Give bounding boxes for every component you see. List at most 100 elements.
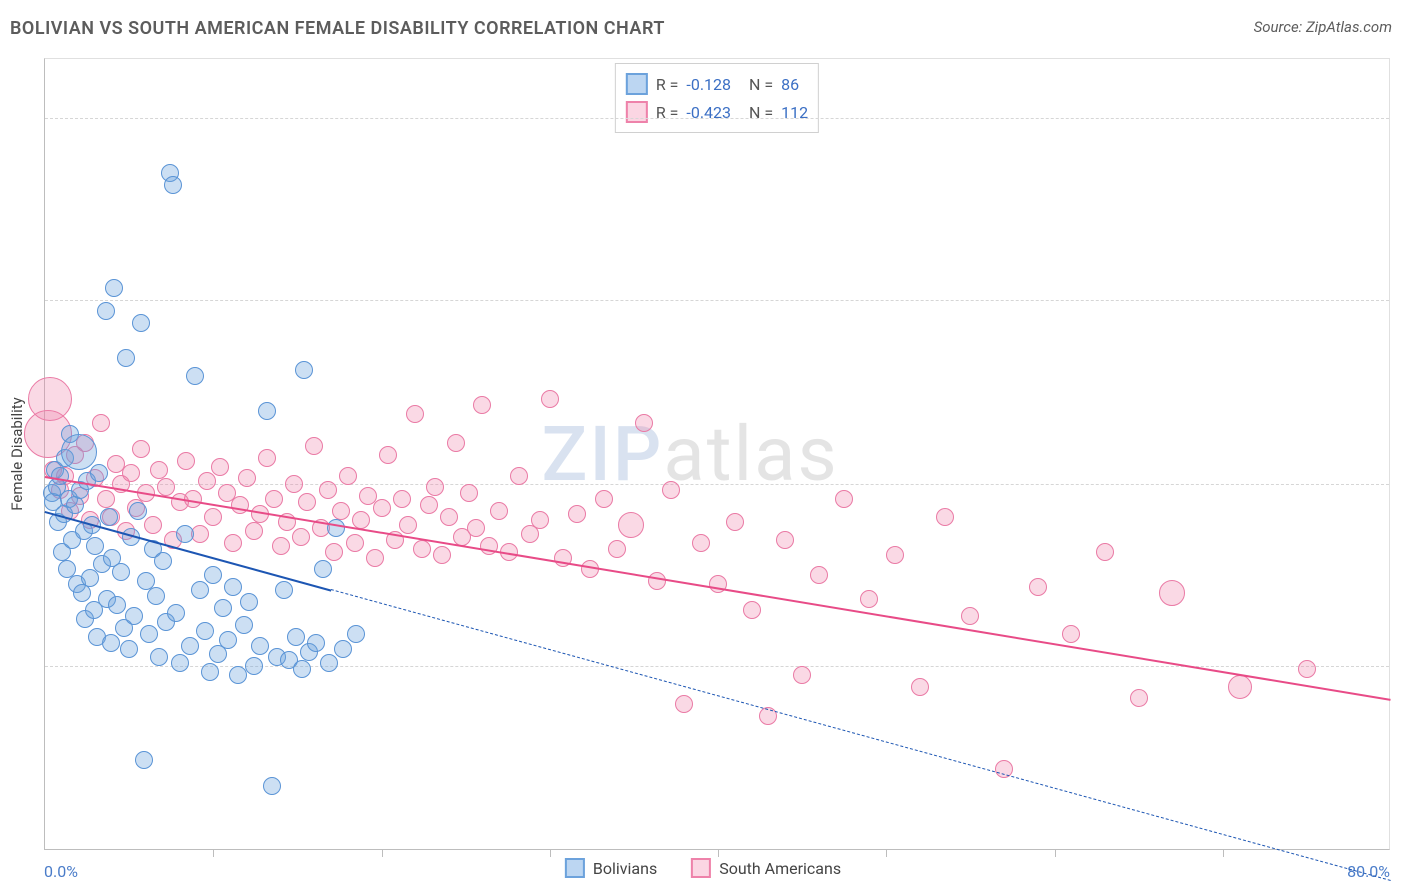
- data-point: [117, 349, 135, 367]
- data-point: [339, 467, 357, 485]
- y-axis-label: Female Disability: [8, 397, 26, 511]
- data-point: [129, 502, 147, 520]
- legend-row: R = -0.423N = 112: [626, 98, 808, 126]
- data-point: [618, 512, 644, 538]
- data-point: [102, 634, 120, 652]
- data-point: [379, 446, 397, 464]
- data-point: [272, 537, 290, 555]
- data-point: [860, 590, 878, 608]
- data-point: [1228, 675, 1252, 699]
- data-point: [186, 367, 204, 385]
- data-point: [608, 540, 626, 558]
- data-point: [399, 516, 417, 534]
- data-point: [28, 377, 72, 421]
- data-point: [219, 631, 237, 649]
- data-point: [81, 569, 99, 587]
- data-point: [347, 625, 365, 643]
- scatter-chart: Female Disability ZIPatlas R = -0.128N =…: [44, 58, 1390, 850]
- data-point: [224, 578, 242, 596]
- data-point: [1029, 578, 1047, 596]
- legend-swatch: [565, 858, 585, 878]
- x-tick: [1055, 849, 1056, 857]
- x-tick: [213, 849, 214, 857]
- data-point: [171, 654, 189, 672]
- series-legend: BoliviansSouth Americans: [565, 858, 841, 878]
- data-point: [1130, 689, 1148, 707]
- x-tick: [886, 849, 887, 857]
- data-point: [961, 607, 979, 625]
- data-point: [92, 414, 110, 432]
- data-point: [132, 314, 150, 332]
- data-point: [150, 461, 168, 479]
- data-point: [743, 601, 761, 619]
- n-stat: N = 86: [749, 75, 799, 94]
- chart-title: BOLIVIAN VS SOUTH AMERICAN FEMALE DISABI…: [10, 18, 665, 39]
- data-point: [426, 478, 444, 496]
- y-tick-label: 12.5%: [1397, 475, 1406, 493]
- y-tick-label: 18.8%: [1397, 291, 1406, 309]
- x-tick: [382, 849, 383, 857]
- data-point: [314, 560, 332, 578]
- x-axis-min-label: 0.0%: [44, 862, 78, 881]
- data-point: [245, 657, 263, 675]
- data-point: [211, 458, 229, 476]
- data-point: [100, 508, 118, 526]
- data-point: [320, 654, 338, 672]
- data-point: [490, 502, 508, 520]
- data-point: [541, 390, 559, 408]
- watermark: ZIPatlas: [542, 409, 839, 499]
- data-point: [406, 405, 424, 423]
- data-point: [150, 648, 168, 666]
- data-point: [420, 496, 438, 514]
- data-point: [366, 549, 384, 567]
- data-point: [433, 546, 451, 564]
- data-point: [235, 616, 253, 634]
- data-point: [108, 596, 126, 614]
- data-point: [307, 634, 325, 652]
- data-point: [181, 637, 199, 655]
- data-point: [1159, 580, 1185, 606]
- data-point: [61, 434, 97, 470]
- data-point: [327, 519, 345, 537]
- legend-swatch: [626, 73, 648, 95]
- data-point: [467, 519, 485, 537]
- source-attribution: Source: ZipAtlas.com: [1254, 18, 1392, 36]
- data-point: [224, 534, 242, 552]
- data-point: [319, 481, 337, 499]
- y-tick-label: 25.0%: [1397, 109, 1406, 127]
- data-point: [144, 516, 162, 534]
- data-point: [157, 478, 175, 496]
- data-point: [164, 176, 182, 194]
- data-point: [886, 546, 904, 564]
- data-point: [198, 472, 216, 490]
- data-point: [1298, 660, 1316, 678]
- data-point: [154, 552, 172, 570]
- data-point: [201, 663, 219, 681]
- data-point: [447, 434, 465, 452]
- legend-item: South Americans: [691, 858, 841, 878]
- r-stat: R = -0.128: [656, 75, 731, 94]
- data-point: [191, 581, 209, 599]
- data-point: [86, 537, 104, 555]
- data-point: [835, 490, 853, 508]
- data-point: [440, 508, 458, 526]
- data-point: [196, 622, 214, 640]
- data-point: [263, 777, 281, 795]
- data-point: [265, 490, 283, 508]
- data-point: [531, 511, 549, 529]
- data-point: [240, 593, 258, 611]
- data-point: [275, 581, 293, 599]
- data-point: [648, 572, 666, 590]
- data-point: [258, 449, 276, 467]
- data-point: [334, 640, 352, 658]
- data-point: [120, 640, 138, 658]
- data-point: [167, 604, 185, 622]
- data-point: [177, 452, 195, 470]
- data-point: [692, 534, 710, 552]
- data-point: [325, 543, 343, 561]
- data-point: [238, 469, 256, 487]
- data-point: [793, 666, 811, 684]
- data-point: [51, 467, 69, 485]
- data-point: [595, 490, 613, 508]
- x-tick: [550, 849, 551, 857]
